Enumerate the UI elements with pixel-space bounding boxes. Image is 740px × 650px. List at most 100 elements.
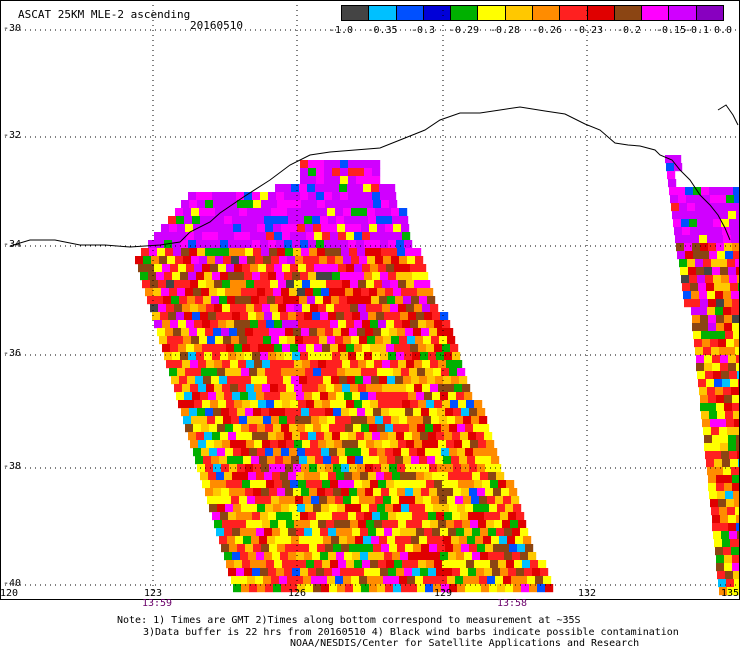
wind-cell [477,464,486,473]
wind-cell [210,232,219,241]
wind-cell [217,504,226,513]
wind-cell [165,248,174,257]
wind-cell [381,488,390,497]
wind-cell [175,336,184,345]
wind-cell [240,392,249,401]
wind-cell [228,432,237,441]
wind-cell [266,400,275,409]
wind-cell [516,512,525,521]
wind-cell [364,272,373,281]
wind-cell [374,280,383,289]
wind-cell [496,552,505,561]
wind-cell [700,315,709,324]
wind-cell [671,203,680,212]
wind-cell [241,288,250,297]
wind-cell [224,392,233,401]
wind-cell [726,499,735,508]
wind-cell [261,408,270,417]
wind-cell [453,544,462,553]
wind-cell [727,507,736,516]
wind-cell [736,211,740,220]
wind-cell [223,336,232,345]
wind-cell [192,312,201,321]
wind-cell [714,539,723,548]
wind-cell [278,360,287,369]
wind-cell [293,408,302,417]
wind-cell [196,272,205,281]
wind-cell [692,299,701,308]
wind-cell [402,480,411,489]
wind-cell [271,336,280,345]
wind-cell [262,360,271,369]
wind-cell [273,448,282,457]
wind-cell [335,208,344,217]
wind-cell [238,304,247,313]
wind-cell [372,432,381,441]
wind-cell [177,288,186,297]
wind-cell [151,256,160,265]
wind-cell [259,456,268,465]
legend-swatch [695,5,724,21]
wind-cell [277,248,286,257]
wind-cell [434,344,443,353]
wind-cell [467,456,476,465]
wind-cell [338,344,347,353]
wind-cell [371,456,380,465]
wind-cell [312,312,321,321]
wind-cell [712,515,721,524]
wind-cell [322,320,331,329]
wind-cell [399,208,408,217]
wind-cell [394,320,403,329]
wind-cell [188,352,197,361]
wind-cell [459,536,468,545]
wind-cell [480,528,489,537]
wind-cell [540,568,549,577]
wind-cell [704,211,713,220]
wind-cell [723,387,732,396]
wind-cell [186,344,195,353]
wind-cell [268,240,277,249]
wind-cell [284,352,293,361]
wind-cell [410,480,419,489]
wind-cell [707,235,716,244]
wind-cell [721,275,730,284]
wind-cell [376,216,385,225]
wind-cell [223,416,232,425]
wind-cell [732,323,740,332]
wind-cell [214,360,223,369]
wind-cell [335,336,344,345]
wind-cell [212,352,221,361]
wind-cell [392,528,401,537]
wind-cell [728,443,737,452]
wind-cell [396,272,405,281]
wind-cell [422,304,431,313]
wind-cell [196,192,205,201]
wind-cell [380,352,389,361]
wind-cell [382,440,391,449]
wind-cell [421,488,430,497]
wind-cell [709,411,718,420]
wind-cell [473,424,482,433]
wind-cell [675,235,684,244]
wind-cell [401,584,410,593]
wind-cell [260,432,269,441]
wind-cell [156,272,165,281]
wind-cell [185,288,194,297]
wind-cell [225,224,234,233]
longitude-label: 132 [578,588,597,599]
wind-cell [387,296,396,305]
wind-cell [218,400,227,409]
wind-cell [221,544,230,553]
wind-cell [393,368,402,377]
wind-cell [351,576,360,585]
wind-cell [281,448,290,457]
wind-cell [438,384,447,393]
wind-cell [234,400,243,409]
wind-cell [487,496,496,505]
wind-cell [508,568,517,577]
wind-cell [702,339,711,348]
wind-cell [221,488,230,497]
wind-cell [229,328,238,337]
wind-cell [346,320,355,329]
wind-cell [176,216,185,225]
